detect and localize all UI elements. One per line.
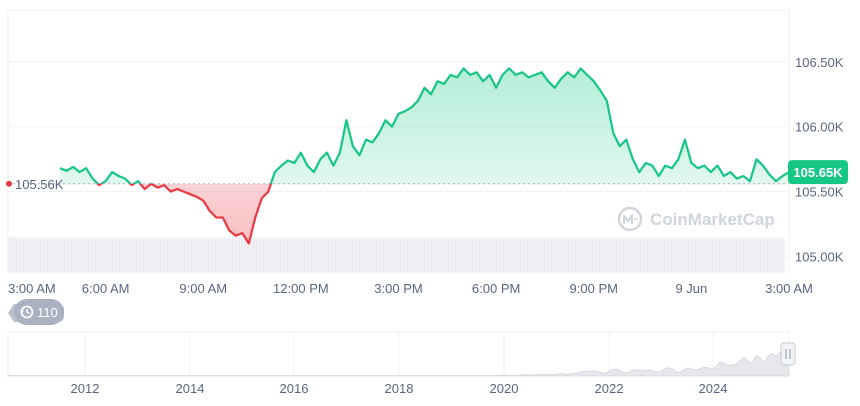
current-price-label: 105.65K xyxy=(793,165,843,180)
drag-handle-icon xyxy=(785,349,791,359)
x-tick-label: 9:00 AM xyxy=(179,281,227,296)
navigator-year-label: 2020 xyxy=(490,381,519,396)
x-tick-label: 3:00 PM xyxy=(374,281,422,296)
price-line-down[interactable] xyxy=(60,68,789,245)
navigator-year-label: 2016 xyxy=(280,381,309,396)
volume-bars xyxy=(7,237,785,272)
x-tick-label: 9 Jun xyxy=(675,281,707,296)
navigator-history-area xyxy=(7,351,790,377)
price-area-fill-down xyxy=(97,183,271,244)
coinmarketcap-watermark: CoinMarketCap xyxy=(617,206,775,232)
navigator-x-axis: 2012 2014 2016 2018 2020 2022 2024 xyxy=(71,381,728,396)
navigator-year-label: 2022 xyxy=(595,381,624,396)
events-badge[interactable]: 110 xyxy=(8,299,64,325)
current-price-badge: 105.65K xyxy=(788,160,848,185)
x-tick-label: 6:00 PM xyxy=(472,281,520,296)
x-tick-label: 12:00 PM xyxy=(273,281,329,296)
watermark-text: CoinMarketCap xyxy=(650,210,775,229)
y-tick-label: 105.50K xyxy=(795,185,844,200)
navigator-year-label: 2024 xyxy=(699,381,728,396)
x-axis: 3:00 AM 6:00 AM 9:00 AM 12:00 PM 3:00 PM 6:00… xyxy=(8,281,813,296)
navigator-year-label: 2014 xyxy=(176,381,205,396)
price-line-up[interactable] xyxy=(59,67,790,243)
baseline-label: 105.56K xyxy=(15,177,64,192)
navigator-year-label: 2012 xyxy=(71,381,100,396)
y-tick-label: 106.00K xyxy=(795,120,844,135)
navigator-year-label: 2018 xyxy=(385,381,414,396)
range-navigator[interactable]: 2012 2014 2016 2018 2020 2022 2024 xyxy=(7,331,796,396)
price-area-fill-up xyxy=(60,68,789,184)
events-count: 110 xyxy=(37,305,58,320)
baseline-marker xyxy=(6,180,12,187)
y-tick-label: 106.50K xyxy=(795,55,844,70)
x-tick-label: 3:00 AM xyxy=(8,281,56,296)
y-tick-label: 105.00K xyxy=(795,249,844,264)
history-icon xyxy=(20,305,34,319)
navigator-drag-handle[interactable] xyxy=(780,342,796,366)
x-tick-label: 6:00 AM xyxy=(82,281,130,296)
coinmarketcap-logo-icon xyxy=(617,206,643,232)
x-tick-label: 3:00 AM xyxy=(765,281,813,296)
y-axis: 106.50K 106.00K 105.50K 105.00K xyxy=(795,55,844,265)
x-tick-label: 9:00 PM xyxy=(570,281,618,296)
